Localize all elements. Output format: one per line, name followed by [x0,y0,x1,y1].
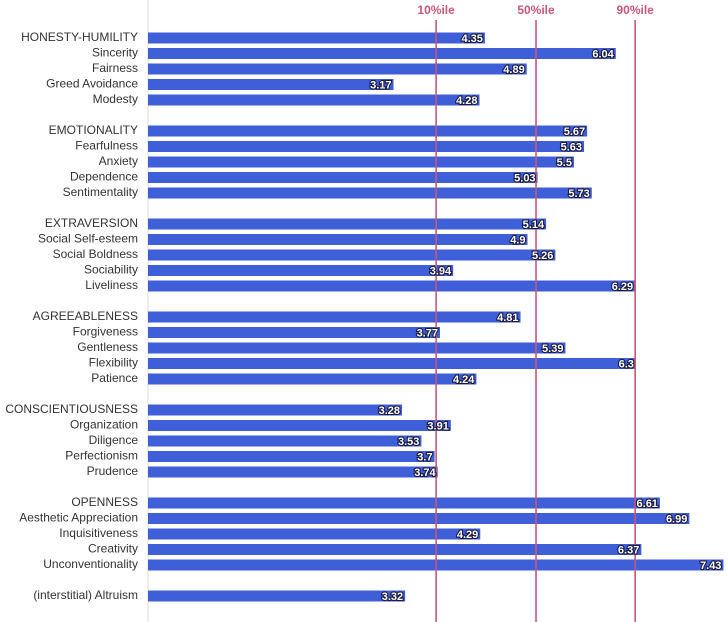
category-label: Inquisitiveness [59,526,138,540]
bar [148,466,438,478]
value-label: 5.73 [568,188,589,200]
bar [148,48,616,59]
category-label: Gentleness [77,340,138,354]
value-label: 3.91 [427,420,448,432]
value-label: 5.03 [514,172,535,184]
category-label: Anxiety [99,154,138,168]
category-label: HONESTY-HUMILITY [21,30,138,44]
value-label: 6.04 [592,48,614,60]
category-label: EXTRAVERSION [45,216,138,230]
value-label: 7.43 [700,560,721,572]
category-label: Fairness [92,61,138,75]
category-label: OPENNESS [71,495,138,509]
value-label: 3.74 [414,467,436,479]
bar [148,265,454,276]
category-label: Sociability [84,263,138,277]
value-label: 6.37 [618,544,639,556]
category-label: Sentimentality [63,185,138,199]
bar [148,156,574,168]
value-label: 5.63 [561,141,582,153]
value-label: 6.99 [666,513,687,525]
category-label: Perfectionism [65,449,138,463]
bar [148,94,480,106]
bar [148,544,642,555]
reference-label: 50%ile [517,3,555,17]
bar [148,79,394,90]
bar [148,590,406,602]
value-label: 3.77 [417,327,438,339]
bar [148,280,636,292]
category-label: Creativity [88,542,138,556]
category-label: Forgiveness [73,325,138,339]
category-label: Diligence [89,433,139,447]
value-label: 4.89 [503,64,524,76]
value-label: 4.81 [497,312,518,324]
bar [148,187,592,199]
value-label: 5.39 [542,343,563,355]
reference-label: 90%ile [616,3,654,17]
category-label: Greed Avoidance [46,77,138,91]
bar [148,404,403,416]
bar [148,141,585,152]
category-label: Liveliness [85,278,138,292]
category-label: Patience [91,371,138,385]
bar [148,311,521,323]
bar [148,358,636,369]
value-label: 6.29 [612,281,633,293]
bar [148,63,527,75]
bar [148,218,547,230]
value-label: 5.14 [523,219,545,231]
bar [148,327,440,338]
category-label: Prudence [87,464,139,478]
category-label: AGREEABLENESS [33,309,138,323]
value-label: 5.26 [532,250,553,262]
bar [148,373,477,385]
value-label: 5.5 [557,157,572,169]
bar [148,451,435,462]
bar [148,32,485,44]
bar [148,497,660,509]
bar [148,528,481,540]
value-label: 6.61 [637,498,658,510]
category-label: Social Boldness [53,247,138,261]
category-label: Organization [70,418,138,432]
category-label: Modesty [93,92,138,106]
bar [148,125,588,137]
value-label: 4.9 [510,234,525,246]
value-label: 3.32 [382,591,403,603]
category-label: (interstitial) Altruism [33,588,138,602]
category-label: Dependence [70,170,138,184]
category-label: Flexibility [89,356,138,370]
category-label: Social Self-esteem [38,232,138,246]
value-label: 6.3 [619,358,634,370]
value-label: 4.35 [461,33,482,45]
value-label: 5.67 [564,126,585,138]
reference-label: 10%ile [417,3,455,17]
category-label: Unconventionality [43,557,138,571]
bar [148,420,451,431]
bar [148,342,566,354]
bar [148,172,538,183]
value-label: 3.53 [398,436,419,448]
value-label: 3.17 [370,79,391,91]
value-label: 3.94 [430,265,452,277]
bar [148,435,422,447]
bar [148,513,690,524]
value-label: 3.7 [417,451,432,463]
category-label: Sincerity [92,46,138,60]
category-label: EMOTIONALITY [49,123,138,137]
value-label: 3.28 [379,405,400,417]
category-label: Aesthetic Appreciation [19,511,138,525]
bar [148,249,556,261]
category-label: CONSCIENTIOUSNESS [5,402,138,416]
value-label: 4.24 [453,374,475,386]
value-label: 4.29 [457,529,478,541]
value-label: 4.28 [456,95,477,107]
bar [148,234,528,245]
category-label: Fearfulness [75,139,138,153]
